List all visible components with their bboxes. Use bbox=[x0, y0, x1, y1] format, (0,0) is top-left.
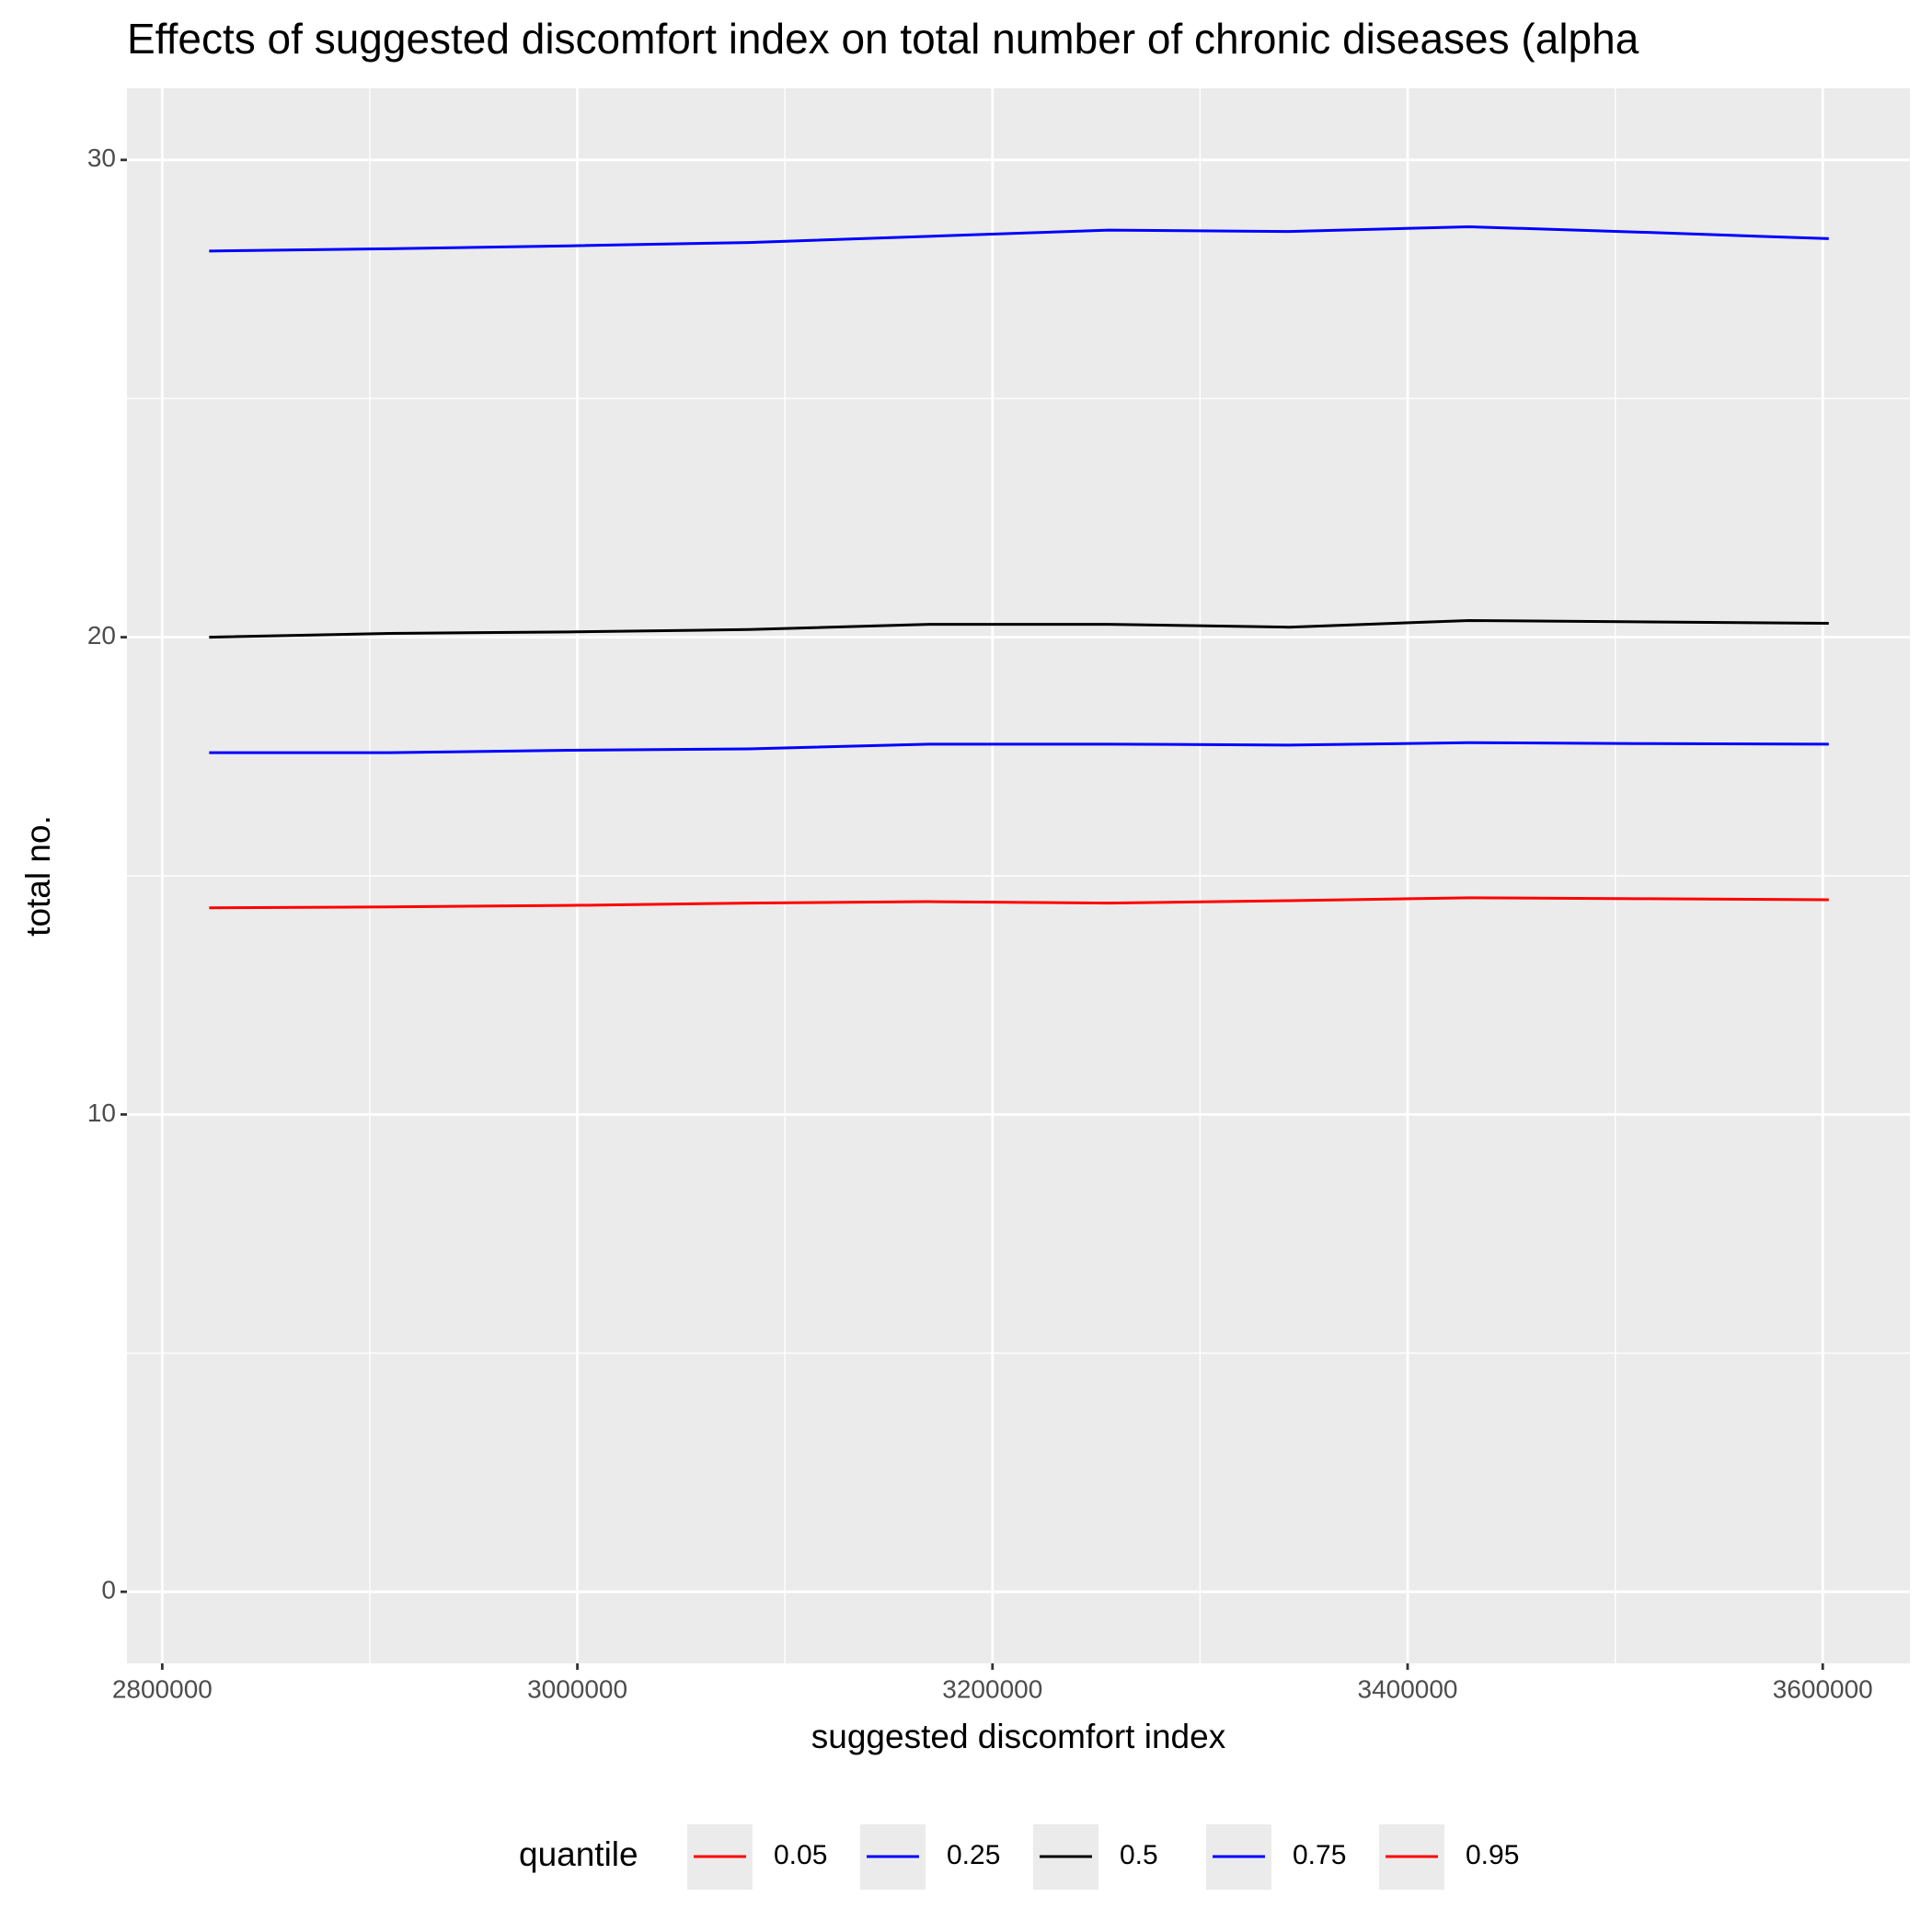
series-line bbox=[209, 618, 1829, 639]
y-tick-label: 10 bbox=[87, 1098, 116, 1127]
legend-label: 0.75 bbox=[1293, 1840, 1346, 1870]
legend-label: 0.05 bbox=[774, 1840, 827, 1870]
y-tick-label: 0 bbox=[101, 1576, 116, 1604]
x-axis-title: suggested discomfort index bbox=[811, 1718, 1226, 1755]
legend-label: 0.95 bbox=[1466, 1840, 1519, 1870]
x-tick-label: 3200000 bbox=[942, 1674, 1042, 1703]
y-tick-label: 30 bbox=[87, 144, 116, 172]
series-line bbox=[209, 896, 1829, 910]
legend-title: quantile bbox=[519, 1835, 638, 1873]
legend-label: 0.5 bbox=[1120, 1840, 1158, 1870]
legend-label: 0.25 bbox=[947, 1840, 1000, 1870]
series-line bbox=[209, 224, 1829, 253]
x-tick-label: 2800000 bbox=[112, 1674, 213, 1703]
chart-title: Effects of suggested discomfort index on… bbox=[127, 15, 1639, 63]
series-line bbox=[209, 741, 1829, 754]
y-tick-label: 20 bbox=[87, 621, 116, 650]
x-tick-label: 3400000 bbox=[1358, 1674, 1458, 1703]
x-tick-label: 3600000 bbox=[1773, 1674, 1873, 1703]
x-tick-label: 3000000 bbox=[527, 1674, 627, 1703]
y-axis-title: total no. bbox=[19, 815, 57, 937]
